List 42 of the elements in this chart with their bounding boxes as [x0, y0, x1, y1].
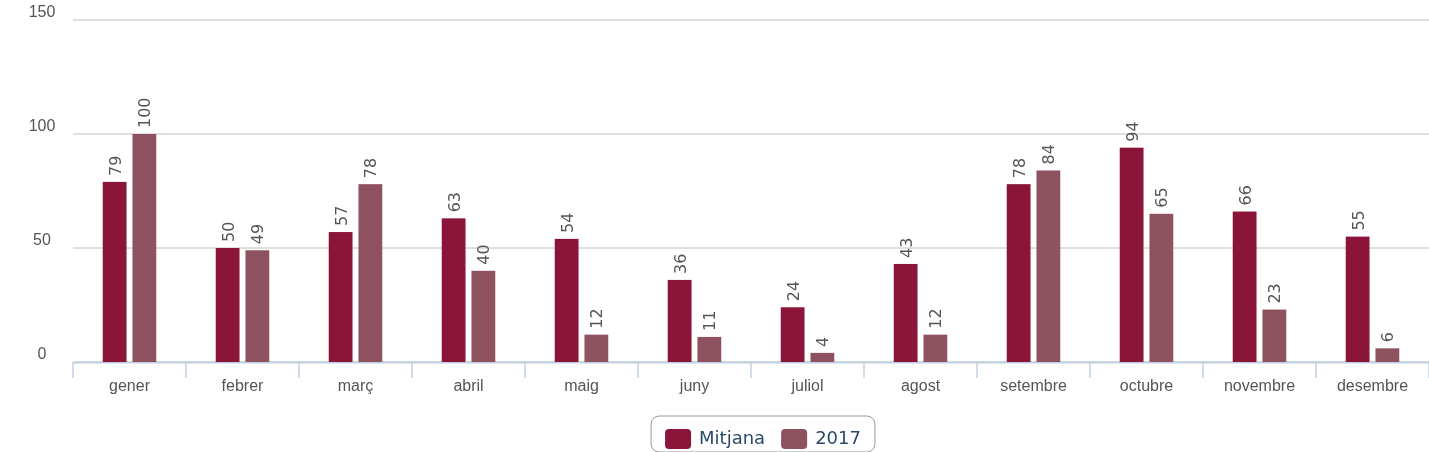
x-tick-label: novembre: [1223, 377, 1296, 395]
data-label: 55: [1348, 210, 1368, 231]
data-label: 94: [1122, 121, 1142, 142]
data-label: 36: [670, 253, 690, 274]
data-label: 78: [1009, 157, 1029, 179]
x-tick-label: febrer: [221, 377, 265, 395]
legend-label: 2017: [815, 427, 861, 448]
data-label: 49: [248, 223, 268, 245]
x-tick-label: octubre: [1119, 377, 1174, 395]
x-tick-label: gener: [109, 377, 151, 395]
legend-label: Mitjana: [699, 427, 766, 448]
x-tick-label: abril: [453, 377, 484, 395]
data-label: 40: [474, 244, 494, 265]
y-tick-label: 150: [28, 2, 56, 20]
y-tick-label: 100: [28, 116, 56, 134]
data-label: 12: [587, 308, 607, 329]
data-label: 24: [783, 280, 803, 302]
data-label: 4: [813, 336, 833, 347]
data-label: 6: [1378, 332, 1398, 343]
y-tick-label: 0: [37, 344, 47, 362]
data-label: 11: [700, 310, 720, 331]
data-label: 12: [926, 308, 946, 329]
x-tick-label: setembre: [1000, 377, 1067, 395]
data-label: 57: [331, 205, 351, 227]
x-tick-label: juliol: [790, 377, 824, 395]
x-tick-label: desembre: [1336, 377, 1409, 395]
x-tick-label: agost: [900, 377, 941, 395]
y-tick-label: 50: [33, 230, 51, 248]
data-label: 65: [1152, 187, 1172, 208]
data-label: 54: [557, 212, 577, 233]
data-label: 50: [218, 221, 238, 242]
data-label: 23: [1265, 283, 1285, 304]
data-label: 63: [444, 192, 464, 213]
data-label: 78: [361, 157, 381, 179]
data-label: 43: [896, 237, 916, 258]
x-tick-label: març: [337, 377, 374, 395]
x-tick-label: maig: [564, 377, 599, 395]
data-label: 100: [135, 97, 155, 128]
data-label: 66: [1235, 185, 1255, 206]
data-label: 79: [105, 155, 125, 176]
data-label: 84: [1039, 144, 1059, 165]
x-tick-label: juny: [678, 377, 710, 395]
